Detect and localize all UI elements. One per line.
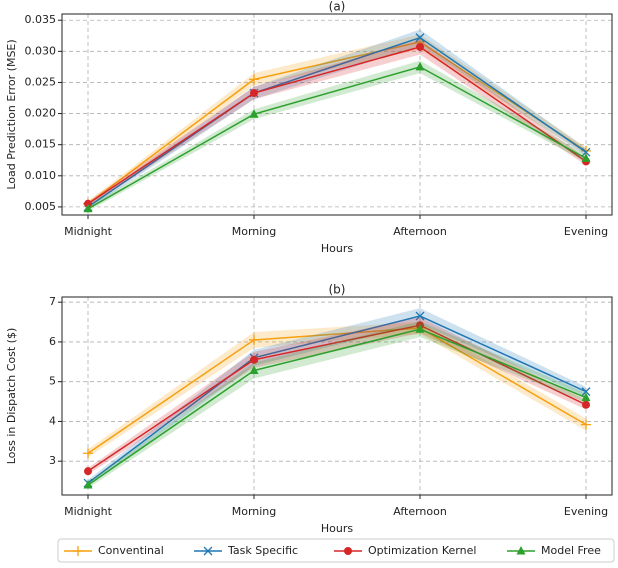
marker [203, 546, 213, 556]
marker [344, 547, 352, 555]
y-tick-label: 0.020 [25, 107, 57, 120]
legend-label: Conventinal [98, 544, 164, 557]
x-axis-label: Hours [321, 242, 353, 255]
chart-title: (b) [329, 283, 346, 297]
legend-label: Task Specific [227, 544, 298, 557]
series-line [87, 327, 587, 454]
marker [581, 419, 591, 430]
marker [516, 546, 526, 555]
series-line [87, 324, 587, 472]
error-band [88, 39, 586, 207]
y-tick-label: 4 [49, 414, 56, 427]
marker [416, 42, 424, 51]
marker [582, 400, 590, 409]
error-band [88, 60, 586, 212]
x-tick-label: Midnight [64, 505, 113, 518]
marker [581, 153, 591, 162]
error-band [88, 308, 586, 487]
series-line [87, 315, 587, 484]
y-tick-label: 0.015 [25, 138, 57, 151]
x-tick-label: Afternoon [393, 225, 447, 238]
marker [415, 33, 425, 43]
marker [581, 387, 591, 397]
marker [415, 324, 425, 333]
y-axis-label: Loss in Dispatch Cost ($) [5, 328, 18, 465]
y-tick-label: 3 [49, 454, 56, 467]
marker [249, 109, 259, 118]
error-band [88, 321, 586, 489]
plot-frame [61, 13, 613, 216]
series-line [87, 36, 587, 208]
series-line [87, 328, 587, 486]
marker [581, 392, 591, 402]
series-line [87, 41, 587, 205]
y-tick-label: 0.005 [25, 200, 57, 213]
marker [250, 355, 258, 364]
y-tick-label: 0.030 [25, 44, 57, 57]
marker [415, 311, 425, 321]
marker [84, 467, 92, 476]
x-tick-label: Evening [564, 505, 608, 518]
error-band [88, 322, 586, 458]
marker [415, 61, 425, 71]
y-tick-label: 0.035 [25, 13, 57, 26]
x-tick-label: Morning [232, 225, 277, 238]
legend-label: Model Free [541, 544, 601, 557]
error-band [88, 317, 586, 475]
marker [83, 203, 93, 213]
marker [581, 147, 591, 157]
legend-label: Optimization Kernel [368, 544, 476, 557]
marker [249, 365, 259, 375]
x-tick-label: Midnight [64, 225, 113, 238]
marker [250, 89, 258, 98]
marker [249, 74, 259, 85]
y-tick-label: 6 [49, 335, 56, 348]
marker [73, 546, 83, 556]
chart-title: (a) [329, 0, 346, 14]
marker [83, 448, 93, 459]
marker [83, 480, 93, 489]
marker [249, 334, 259, 345]
x-tick-label: Evening [564, 225, 608, 238]
x-axis-label: Hours [321, 522, 353, 535]
y-tick-label: 0.025 [25, 75, 57, 88]
series-line [87, 66, 587, 210]
y-axis-label: Load Prediction Error (MSE) [5, 39, 18, 189]
y-tick-label: 5 [49, 375, 56, 388]
plot-frame [61, 296, 613, 496]
x-tick-label: Morning [232, 505, 277, 518]
y-tick-label: 0.010 [25, 169, 57, 182]
x-tick-label: Afternoon [393, 505, 447, 518]
y-tick-label: 7 [49, 295, 56, 308]
series-line [87, 46, 587, 205]
